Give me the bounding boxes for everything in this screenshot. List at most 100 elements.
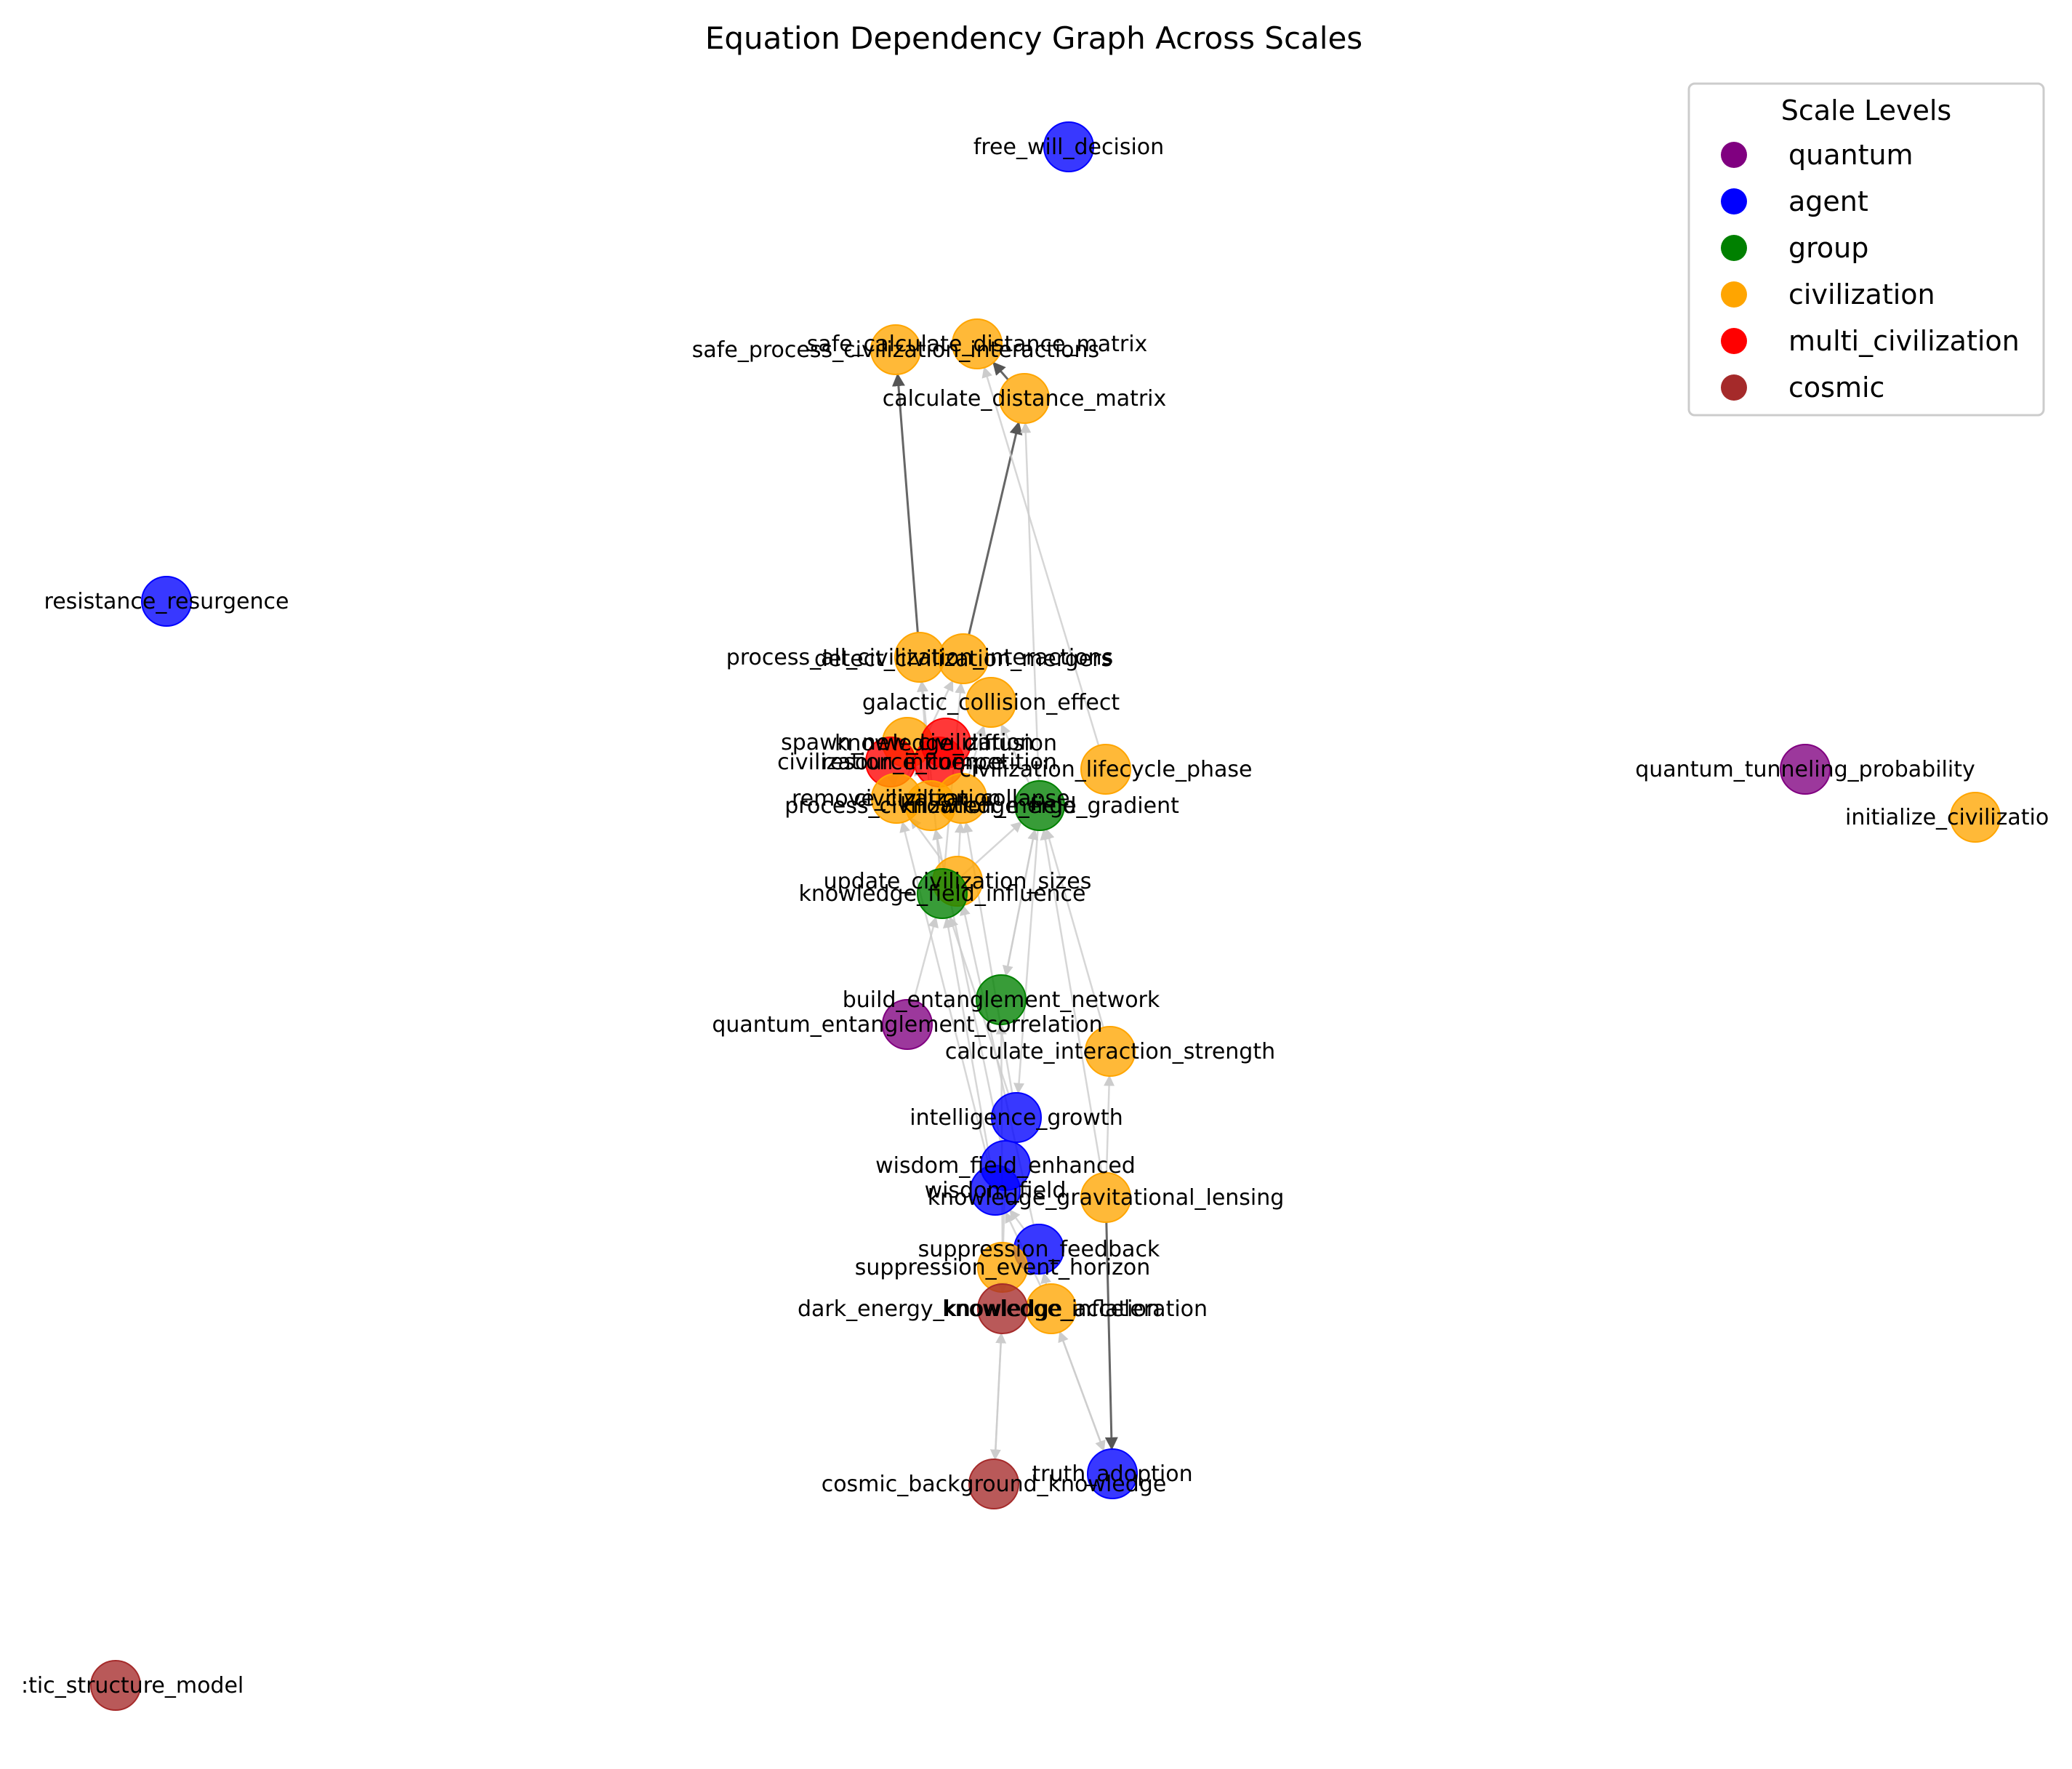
- edge-wisdom_field-to-knowledge_field_influence: [942, 916, 992, 1166]
- node-label-wisdom_field: wisdom_field: [925, 1178, 1067, 1203]
- node-label-process_all_civilization_interactions: process_all_civilization_interactions: [726, 645, 1113, 670]
- node-quantum_entanglement_correlation[interactable]: [882, 999, 933, 1050]
- legend-title: Scale Levels: [1781, 95, 1951, 127]
- node-calculate_distance_matrix[interactable]: [999, 373, 1050, 424]
- edge-knowledge_field_gradient-to-build_entanglement_network: [1002, 830, 1036, 977]
- node-cosmic_background_knowledge[interactable]: [968, 1459, 1019, 1509]
- node-label-quantum_entanglement_correlation: quantum_entanglement_correlation: [712, 1012, 1102, 1038]
- node-label-knowledge_inflation: knowledge_inflation: [942, 1296, 1160, 1322]
- edge-knowledge_gravitational_lensing-to-truth_adoption: [1104, 1222, 1118, 1451]
- node-wisdom_field[interactable]: [970, 1165, 1021, 1216]
- node-galactic_structure_model[interactable]: [90, 1660, 141, 1711]
- legend-item-cosmic: cosmic: [1721, 372, 1884, 404]
- node-label-wisdom_field_enhanced: wisdom_field_enhanced: [875, 1153, 1136, 1179]
- node-label-calculate_distance_matrix: calculate_distance_matrix: [883, 386, 1167, 412]
- node-label-safe_process_civilization_interactions: safe_process_civilization_interactions: [692, 337, 1099, 363]
- legend-label-quantum: quantum: [1788, 139, 1914, 171]
- legend-marker-quantum: [1721, 142, 1747, 168]
- edge-knowledge_field_gradient-to-intelligence_growth: [1013, 830, 1039, 1094]
- node-label-civilization_influence: civilization_influence: [777, 750, 1004, 775]
- labels-layer: free_will_decision safe_process_civilizat…: [21, 135, 2049, 1698]
- legend-marker-group: [1721, 235, 1747, 261]
- node-free_will_decision[interactable]: [1043, 121, 1094, 172]
- node-label-knowledge_field_influence: knowledge_field_influence: [798, 881, 1085, 907]
- legend-marker-civilization: [1721, 281, 1747, 308]
- chart-title: Equation Dependency Graph Across Scales: [705, 20, 1362, 56]
- node-build_entanglement_network[interactable]: [976, 974, 1027, 1025]
- node-dark_energy_knowledge_acceleration[interactable]: [977, 1283, 1028, 1334]
- node-resistance_resurgence[interactable]: [141, 576, 192, 627]
- legend-item-multi_civilization: multi_civilization: [1721, 325, 2020, 357]
- legend-label-agent: agent: [1788, 185, 1868, 217]
- legend-items: quantum agent group civilization multi_civil…: [1721, 139, 2020, 404]
- edge-civilization_lifecycle_phase-to-safe_calculate_distance_matrix: [981, 366, 1100, 746]
- legend-item-civilization: civilization: [1721, 278, 1935, 310]
- node-initialize_civilizations[interactable]: [1950, 792, 2001, 843]
- node-label-resistance_resurgence: resistance_resurgence: [44, 589, 289, 614]
- legend-box: [1687, 82, 2045, 417]
- edge-quantum_entanglement_correlation-to-knowledge_field_influence: [912, 916, 939, 1001]
- node-galactic_collision_effect[interactable]: [965, 677, 1016, 728]
- node-label-remove_civilization: remove_civilization: [792, 786, 1001, 811]
- node-label-free_will_decision: free_will_decision: [973, 135, 1164, 160]
- legend-label-cosmic: cosmic: [1788, 372, 1884, 404]
- edges-layer: [887, 361, 1118, 1461]
- node-label-suppression_feedback: suppression_feedback: [918, 1237, 1160, 1262]
- node-label-detect_civilization_mergers: detect_civilization_mergers: [814, 646, 1112, 672]
- node-safe_process_civilization_interactions[interactable]: [870, 324, 921, 375]
- legend-item-quantum: quantum: [1721, 139, 1914, 171]
- edge-wisdom_field-to-remove_civilization: [899, 821, 990, 1167]
- edge-knowledge_field_gradient-to-calculate_distance_matrix: [1020, 422, 1040, 782]
- node-label-resource_competition: resource_competition: [822, 750, 1057, 775]
- node-label-civilization_lifecycle_phase: civilization_lifecycle_phase: [960, 757, 1253, 782]
- node-civilization_lifecycle_phase[interactable]: [1080, 744, 1131, 795]
- node-label-truth_adoption: truth_adoption: [1032, 1461, 1192, 1487]
- legend-item-group: group: [1721, 232, 1868, 264]
- edge-process_all_civilization_interactions-to-safe_process_civilization_interactions: [891, 373, 919, 633]
- node-detect_civilization_mergers[interactable]: [938, 633, 989, 684]
- node-label-cosmic_background_knowledge: cosmic_background_knowledge: [822, 1472, 1167, 1497]
- edge-knowledge_gravitational_lensing-to-knowledge_field_gradient: [1040, 829, 1103, 1174]
- node-label-calculate_interaction_strength: calculate_interaction_strength: [945, 1039, 1275, 1064]
- legend: Scale Levels quantum agent group civilizati…: [1687, 82, 2045, 417]
- node-safe_calculate_distance_matrix[interactable]: [952, 318, 1003, 369]
- legend-label-civilization: civilization: [1788, 278, 1935, 310]
- nodes-layer: [90, 121, 2001, 1711]
- node-truth_adoption[interactable]: [1087, 1448, 1138, 1499]
- edge-civilization_collapse-to-galactic_collision_effect: [968, 725, 987, 775]
- node-knowledge_field_gradient[interactable]: [1014, 780, 1065, 831]
- node-label-galactic_structure_model: :tic_structure_model: [21, 1673, 244, 1698]
- node-label-safe_calculate_distance_matrix: safe_calculate_distance_matrix: [807, 332, 1148, 357]
- node-knowledge_field_influence[interactable]: [917, 868, 968, 919]
- node-label-galactic_collision_effect: galactic_collision_effect: [862, 690, 1120, 715]
- edge-knowledge_inflation-to-truth_adoption: [1059, 1331, 1106, 1452]
- node-label-intelligence_growth: intelligence_growth: [909, 1105, 1123, 1131]
- edge-knowledge_field_gradient-to-galactic_collision_effect: [1000, 723, 1030, 784]
- node-label-spawn_new_civilization: spawn_new_civilization: [781, 730, 1034, 755]
- node-label-knowledge_gravitational_lensing: knowledge_gravitational_lensing: [928, 1185, 1285, 1211]
- node-calculate_interaction_strength[interactable]: [1085, 1026, 1136, 1077]
- legend-label-multi_civilization: multi_civilization: [1788, 325, 2020, 357]
- node-knowledge_gravitational_lensing[interactable]: [1080, 1172, 1131, 1223]
- node-intelligence_growth[interactable]: [991, 1092, 1042, 1143]
- edge-calculate_distance_matrix-to-safe_calculate_distance_matrix: [992, 361, 1009, 381]
- node-process_civilization_merge[interactable]: [905, 780, 956, 831]
- edge-knowledge_inflation-to-suppression_feedback: [1040, 1272, 1051, 1285]
- edge-cosmic_background_knowledge-to-dark_energy_knowledge_acceleration: [994, 1332, 1007, 1460]
- legend-label-group: group: [1788, 232, 1868, 264]
- edge-calculate_interaction_strength-to-knowledge_field_gradient: [1043, 828, 1104, 1028]
- node-label-initialize_civilizations: initialize_civilizatio: [1845, 805, 2049, 830]
- legend-marker-cosmic: [1721, 374, 1747, 401]
- legend-item-agent: agent: [1721, 185, 1868, 217]
- node-label-quantum_tunneling_probability: quantum_tunneling_probability: [1635, 757, 1975, 782]
- edge-update_civilization_sizes-to-civilization_collapse: [955, 822, 965, 857]
- legend-marker-multi_civilization: [1721, 328, 1747, 354]
- edge-detect_civilization_mergers-to-calculate_distance_matrix: [968, 421, 1023, 635]
- edge-knowledge_gravitational_lensing-to-calculate_interaction_strength: [1104, 1075, 1115, 1174]
- node-quantum_tunneling_probability[interactable]: [1780, 744, 1831, 795]
- node-label-process_civilization_merge: process_civilization_merge: [784, 793, 1076, 819]
- legend-marker-agent: [1721, 188, 1747, 214]
- node-label-suppression_event_horizon: suppression_event_horizon: [855, 1255, 1150, 1280]
- node-label-dark_energy_knowledge_acceleration: dark_energy_knowledge_acceleration: [798, 1296, 1208, 1322]
